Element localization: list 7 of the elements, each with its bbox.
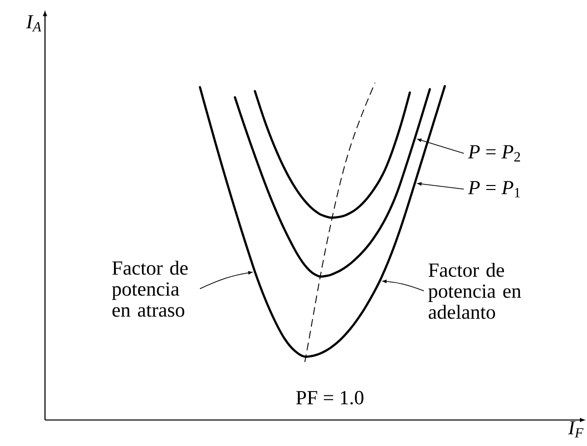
legend-label: P = P$_{2}$ — [468, 145, 520, 162]
annotation: Factor de potencia en adelanto — [428, 262, 522, 319]
series-label: PF = 1.0 — [296, 390, 364, 404]
text: Factor de potencia en atraso — [112, 260, 188, 317]
legend-label: P = P$_{1}$ — [468, 181, 520, 198]
text: I$_{F}$ — [568, 421, 584, 438]
text: I$_{A}$ — [26, 15, 42, 32]
